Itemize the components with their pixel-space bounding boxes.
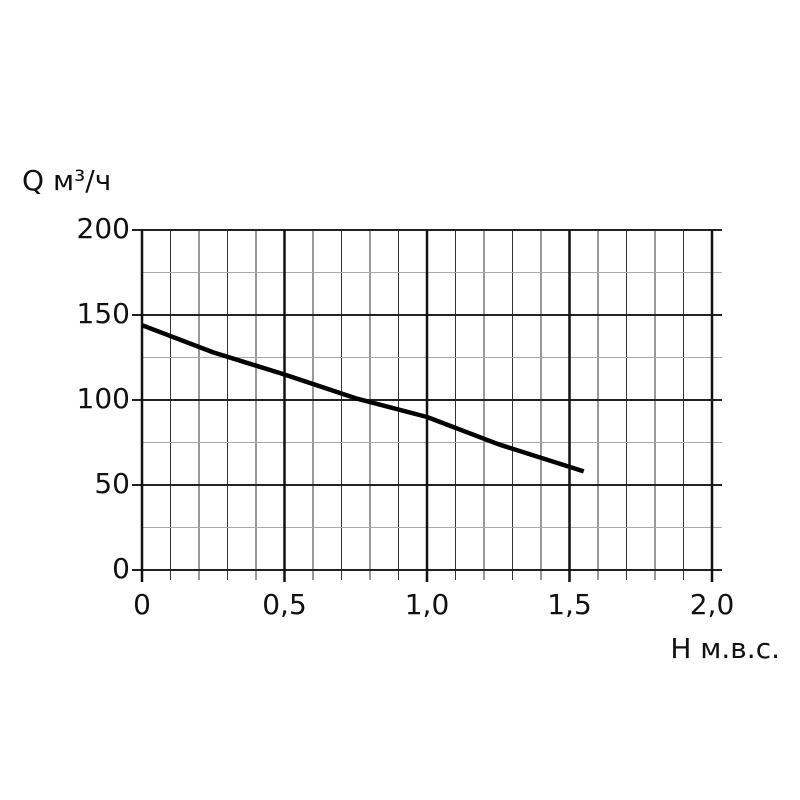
data-line <box>141 323 585 474</box>
x-tick-label: 1,0 <box>405 588 450 621</box>
x-axis-label: H м.в.с. <box>670 632 780 665</box>
y-axis-label: Q м³/ч <box>22 164 111 197</box>
x-tick-label: 0,5 <box>262 588 307 621</box>
y-tick-label: 200 <box>77 212 130 245</box>
y-tick-label: 50 <box>94 467 130 500</box>
y-tick-label: 0 <box>112 552 130 585</box>
y-tick-label: 100 <box>77 382 130 415</box>
x-tick-label: 2,0 <box>690 588 735 621</box>
x-tick-label: 0 <box>133 588 151 621</box>
y-tick-label: 150 <box>77 297 130 330</box>
x-tick-label: 1,5 <box>547 588 592 621</box>
